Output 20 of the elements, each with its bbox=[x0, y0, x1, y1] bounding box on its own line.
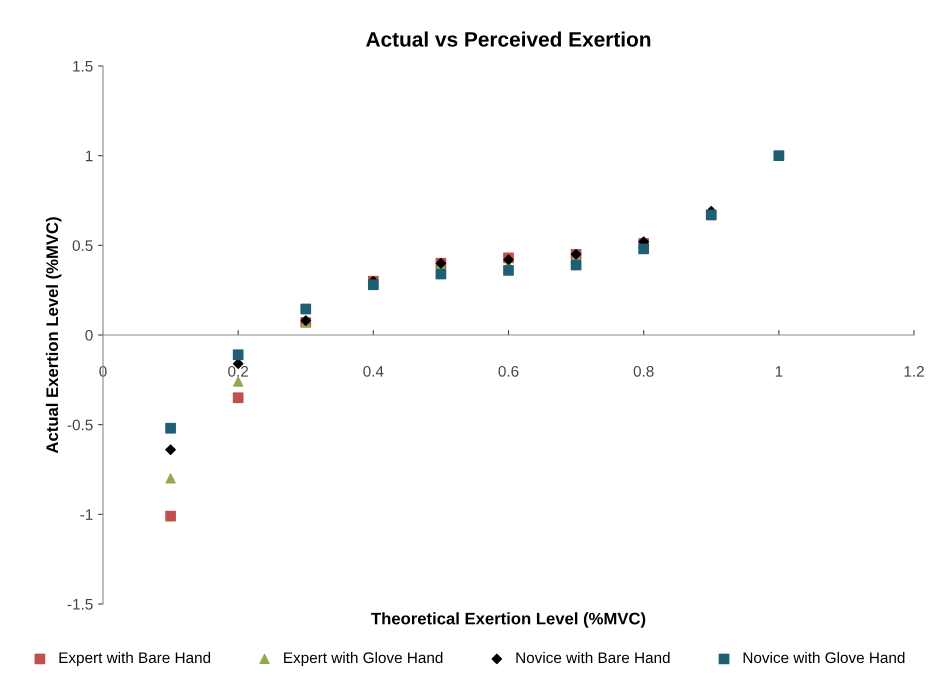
x-tick-label: 1.2 bbox=[904, 366, 924, 377]
y-axis-title: Actual Exertion Level (%MVC) bbox=[46, 217, 62, 454]
x-tick-label: 0.6 bbox=[498, 366, 518, 377]
y-tick-label: -0.5 bbox=[68, 420, 93, 430]
legend-label: Novice with Glove Hand bbox=[744, 652, 904, 664]
y-tick-label: 0.5 bbox=[72, 240, 93, 252]
legend-label: Expert with Bare Hand bbox=[59, 652, 210, 666]
y-tick-label: 1.5 bbox=[73, 61, 93, 72]
legend-label: Expert with Glove Hand bbox=[284, 652, 442, 666]
legend-label: Novice with Bare Hand bbox=[516, 652, 670, 664]
x-tick-label: 0.4 bbox=[363, 366, 384, 377]
y-tick-label: 0 bbox=[85, 330, 93, 341]
y-tick-label: 1 bbox=[86, 150, 93, 162]
y-tick-label: -1 bbox=[80, 509, 93, 520]
x-tick-label: 0.8 bbox=[634, 366, 654, 377]
x-tick-label: 1 bbox=[776, 366, 782, 377]
x-tick-label: 0.2 bbox=[228, 366, 248, 377]
y-tick-label: -1.5 bbox=[68, 599, 93, 610]
x-axis-title: Theoretical Exertion Level (%MVC) bbox=[371, 612, 646, 628]
chart-title: Actual vs Perceived Exertion bbox=[366, 31, 650, 47]
